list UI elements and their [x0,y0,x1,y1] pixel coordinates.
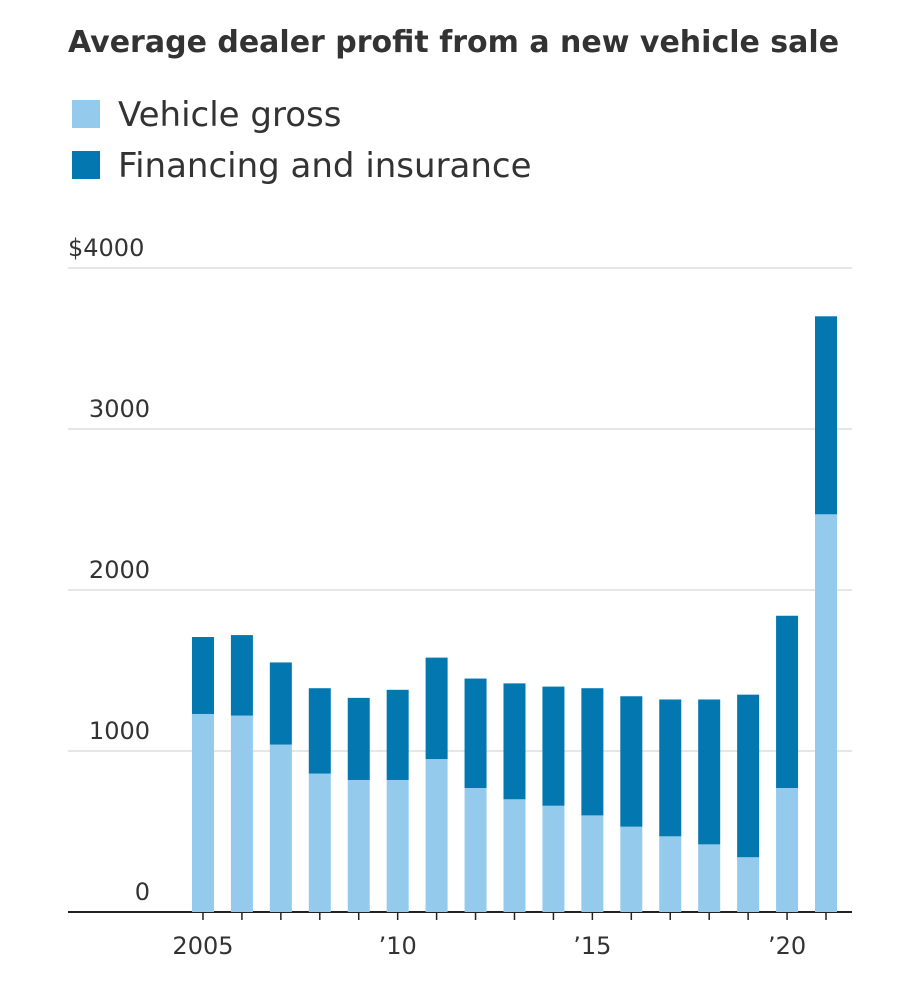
bar-segment [386,779,409,912]
bar-segment [503,799,526,912]
x-tick-label: ’10 [379,932,417,960]
y-tick-label: 2000 [89,556,150,584]
bar-segment [464,788,487,912]
legend-label: Vehicle gross [118,95,341,135]
x-tick-label: ’20 [768,932,806,960]
bar-segment [347,779,370,912]
bar-segment [191,713,214,912]
bar-segment [269,744,292,912]
bar-segment [815,316,838,515]
bar-segment [698,844,721,912]
bar-segment [347,697,370,780]
legend-swatch [72,151,100,179]
bar-segment [620,826,643,912]
bar-segment [815,514,838,912]
bar-segment [659,836,682,912]
chart-title: Average dealer profit from a new vehicle… [68,25,839,60]
y-tick-label: 0 [135,878,150,906]
legend-label: Financing and insurance [118,146,532,186]
bar-segment [581,815,604,912]
bar-segment [425,759,448,912]
bar-segment [581,688,604,816]
bar-segment [698,699,721,845]
bar-segment [191,637,214,714]
bar-segment [776,788,799,912]
y-tick-label: 1000 [89,717,150,745]
bar-segment [620,696,643,827]
bar-segment [659,699,682,837]
bar-segment [503,683,526,800]
y-tick-label: 3000 [89,395,150,423]
bar-segment [464,678,487,789]
y-tick-label: $4000 [68,234,144,262]
bar-segment [542,805,565,912]
bar-segment [308,773,331,912]
bar-segment [230,635,253,716]
bar-segment [269,662,292,745]
bar-segment [776,615,799,789]
x-tick-label: 2005 [172,932,233,960]
bar-segment [425,657,448,760]
bar-segment [737,857,760,912]
bar-segment [230,715,253,912]
bar-segment [542,686,565,806]
x-tick-label: ’15 [573,932,611,960]
bar-segment [386,689,409,780]
legend-swatch [72,100,100,128]
bar-segment [737,694,760,858]
bar-segment [308,688,331,774]
